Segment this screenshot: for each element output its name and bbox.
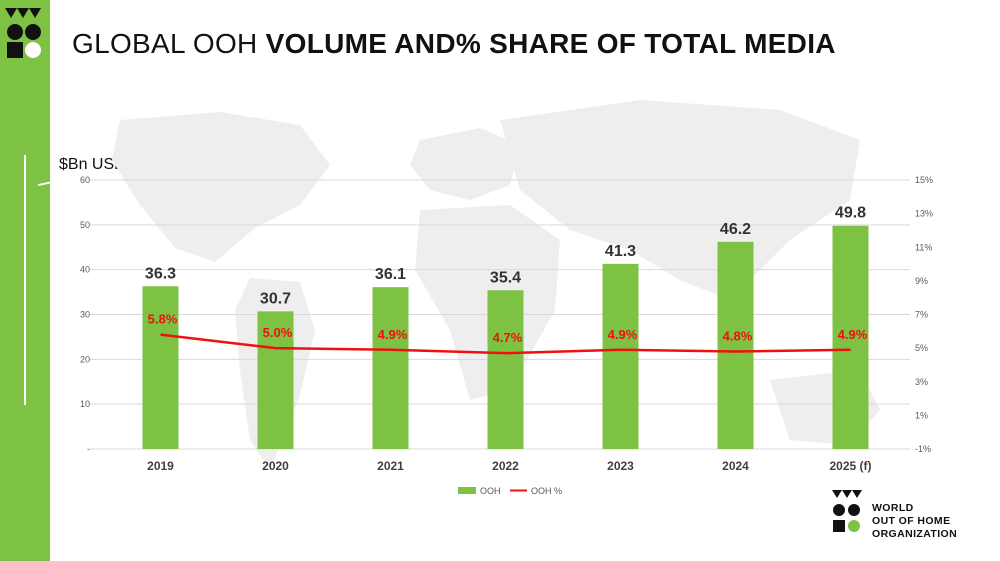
bar-value-label: 46.2 <box>720 221 751 238</box>
decorative-line <box>24 155 26 405</box>
x-tick-label: 2022 <box>492 459 519 473</box>
y-left-tick-label: 40 <box>80 265 90 275</box>
title-light: GLOBAL OOH <box>72 28 258 59</box>
bar <box>602 263 639 449</box>
title-bold: VOLUME AND% SHARE OF TOTAL MEDIA <box>265 28 836 59</box>
x-tick-label: 2021 <box>377 459 404 473</box>
x-tick-label: 2023 <box>607 459 634 473</box>
bar-value-label: 36.1 <box>375 266 406 283</box>
left-y-axis: - 10 20 30 40 50 60 <box>80 175 90 454</box>
bar <box>257 311 294 449</box>
x-tick-label: 2019 <box>147 459 174 473</box>
line-value-label: 4.9% <box>838 327 868 342</box>
wooh-mark-icon <box>5 8 41 58</box>
y-right-tick-label: 7% <box>915 310 928 320</box>
y-right-tick-label: 1% <box>915 410 928 420</box>
sidebar-accent-bar <box>0 0 58 561</box>
bar-value-label: 36.3 <box>145 265 176 282</box>
line-value-label: 4.9% <box>378 327 408 342</box>
y-axis-unit-label: $Bn USD <box>59 156 126 173</box>
x-axis: 2019 2020 2021 2022 2023 2024 2025 (f) <box>147 459 871 473</box>
line-value-label: 4.9% <box>608 327 638 342</box>
y-left-tick-label: 20 <box>80 354 90 364</box>
bar-value-label: 49.8 <box>835 205 866 222</box>
bar-value-label: 30.7 <box>260 290 291 307</box>
x-tick-label: 2024 <box>722 459 749 473</box>
legend-swatch-bar <box>458 487 476 494</box>
x-tick-label: 2025 (f) <box>829 459 871 473</box>
bar <box>717 241 754 449</box>
bar <box>142 286 179 449</box>
wooh-logo-icon <box>832 490 862 532</box>
line-value-label: 5.8% <box>148 312 178 327</box>
bar <box>832 225 869 449</box>
ooh-bars: 36.3 30.7 36.1 35.4 41.3 46.2 49.8 <box>142 205 869 449</box>
right-y-axis: -1% 1% 3% 5% 7% 9% 11% 13% 15% <box>915 175 933 454</box>
logo-line: ORGANIZATION <box>872 528 958 540</box>
logo-line: WORLD <box>872 502 914 514</box>
y-right-tick-label: 15% <box>915 175 933 185</box>
logo-line: OUT OF HOME <box>872 515 951 527</box>
y-right-tick-label: 9% <box>915 276 928 286</box>
y-left-tick-label: 10 <box>80 399 90 409</box>
y-left-tick-label: 50 <box>80 220 90 230</box>
x-tick-label: 2020 <box>262 459 289 473</box>
page-title: GLOBAL OOH VOLUME AND% SHARE OF TOTAL ME… <box>72 28 836 60</box>
y-left-tick-label: 60 <box>80 175 90 185</box>
logo-wordmark: WORLD OUT OF HOME ORGANIZATION <box>872 502 957 541</box>
line-value-label: 5.0% <box>263 325 293 340</box>
line-value-label: 4.7% <box>493 330 523 345</box>
bar-value-label: 35.4 <box>490 269 521 286</box>
y-right-tick-label: 5% <box>915 343 928 353</box>
y-right-tick-label: 13% <box>915 209 933 219</box>
chart-legend: OOH OOH % <box>458 486 562 496</box>
line-value-label: 4.8% <box>723 328 753 343</box>
legend-label: OOH <box>480 486 501 496</box>
y-left-tick-label: 30 <box>80 310 90 320</box>
y-right-tick-label: -1% <box>915 444 931 454</box>
y-right-tick-label: 11% <box>915 242 932 252</box>
legend-label: OOH % <box>531 486 562 496</box>
bar <box>372 287 409 449</box>
y-left-tick-label: - <box>87 444 90 454</box>
y-right-tick-label: 3% <box>915 377 928 387</box>
ooh-percent-line: 5.8% 5.0% 4.9% 4.7% 4.9% 4.8% 4.9% <box>148 312 868 355</box>
bar-value-label: 41.3 <box>605 243 636 260</box>
bar <box>487 290 524 449</box>
